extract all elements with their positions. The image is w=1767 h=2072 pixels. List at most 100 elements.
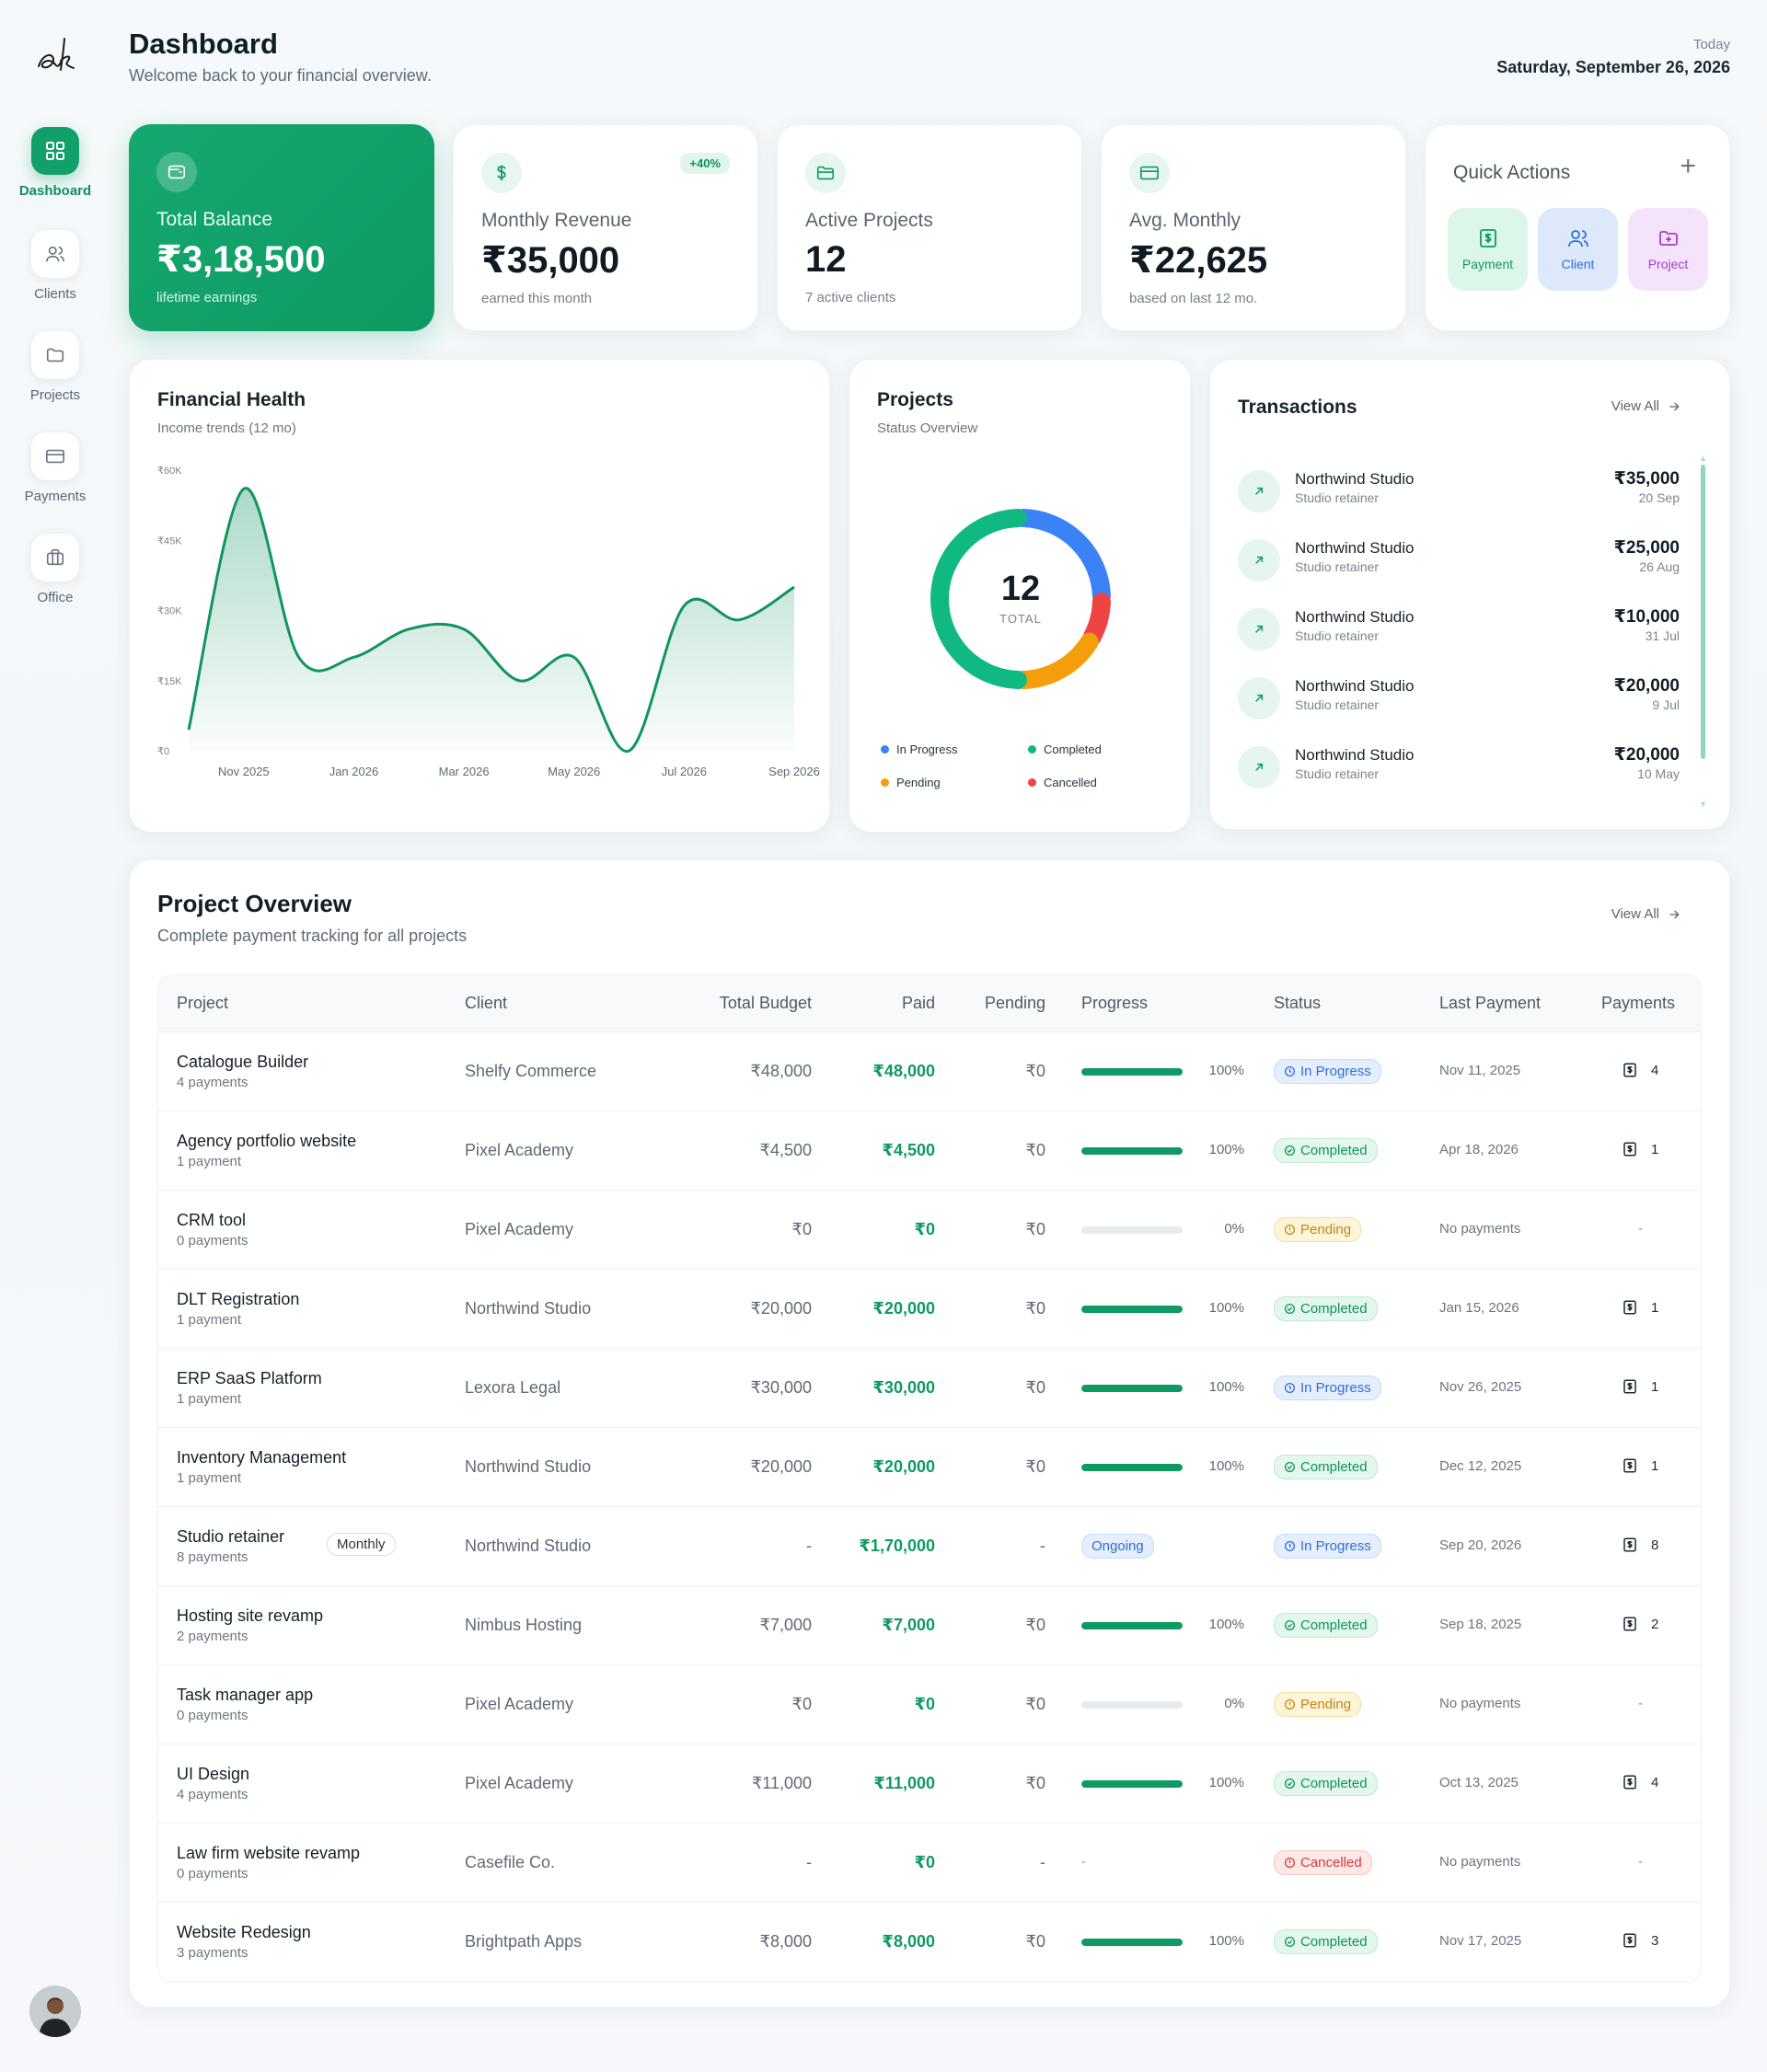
status-label: Cancelled <box>1300 1855 1362 1871</box>
receipt-icon[interactable] <box>1622 1298 1638 1321</box>
transactions-view-all-link[interactable]: View All <box>1611 398 1681 414</box>
client-name: Northwind Studio <box>465 1299 592 1318</box>
receipt-icon[interactable] <box>1622 1931 1638 1954</box>
stat-card-total-balance[interactable]: Total Balance ₹3,18,500 lifetime earning… <box>129 124 434 331</box>
table-row[interactable]: CRM tool 0 payments Pixel Academy ₹0 ₹0 ₹0 0% P… <box>158 1191 1701 1270</box>
table-row[interactable]: Hosting site revamp 2 payments Nimbus Host… <box>158 1586 1701 1665</box>
sidebar-item-clients[interactable]: Clients <box>0 230 110 302</box>
projects-subtitle: Status Overview <box>877 420 978 436</box>
folder-plus-icon <box>1658 231 1678 246</box>
project-name[interactable]: CRM tool <box>177 1211 247 1229</box>
paid-amount: ₹4,500 <box>882 1141 935 1159</box>
stat-card-avg-monthly[interactable]: Avg. Monthly ₹22,625 based on last 12 mo… <box>1101 124 1406 331</box>
progress-bar <box>1081 1068 1183 1076</box>
billing-tag: Monthly <box>327 1533 396 1556</box>
receipt-icon[interactable] <box>1622 1615 1638 1638</box>
table-row[interactable]: ERP SaaS Platform 1 payment Lexora Legal ₹3… <box>158 1349 1701 1428</box>
table-row[interactable]: Law firm website revamp 0 payments Casefil… <box>158 1824 1701 1903</box>
quick-action-client-button[interactable]: Client <box>1538 208 1618 291</box>
transaction-row[interactable]: Northwind Studio Studio retainer ₹10,000 31… <box>1238 603 1680 658</box>
receipt-icon[interactable] <box>1622 1773 1638 1796</box>
x-tick-label: Nov 2025 <box>218 765 270 778</box>
scroll-up-icon[interactable]: ▲ <box>1699 454 1707 463</box>
pending-amount: ₹0 <box>1025 1062 1045 1080</box>
scrollbar-track[interactable] <box>1701 465 1705 759</box>
project-name[interactable]: Catalogue Builder <box>177 1053 309 1071</box>
project-overview-view-all-link[interactable]: View All <box>1611 906 1681 922</box>
receipt-icon[interactable] <box>1622 1536 1638 1559</box>
table-row[interactable]: DLT Registration 1 payment Northwind Studi… <box>158 1270 1701 1349</box>
column-header-progress[interactable]: Progress <box>1081 994 1149 1012</box>
transaction-row[interactable]: Northwind Studio Studio retainer ₹20,000 9 … <box>1238 672 1680 727</box>
column-header-total-budget[interactable]: Total Budget <box>719 994 812 1012</box>
progress-bar <box>1081 1701 1183 1709</box>
column-header-last-payment[interactable]: Last Payment <box>1439 994 1542 1012</box>
project-name[interactable]: DLT Registration <box>177 1290 300 1308</box>
column-header-payments[interactable]: Payments <box>1601 994 1676 1012</box>
last-payment-date: No payments <box>1439 1696 1521 1711</box>
project-name[interactable]: ERP SaaS Platform <box>177 1369 322 1387</box>
dollar-doc-icon <box>1479 229 1496 247</box>
project-name[interactable]: Task manager app <box>177 1686 314 1704</box>
table-row[interactable]: UI Design 4 payments Pixel Academy ₹11,000 ₹… <box>158 1744 1701 1824</box>
project-name[interactable]: Studio retainer <box>177 1527 285 1546</box>
quick-action-payment-button[interactable]: Payment <box>1448 208 1528 291</box>
project-name[interactable]: Law firm website revamp <box>177 1844 361 1862</box>
sidebar-item-projects[interactable]: Projects <box>0 331 110 403</box>
last-payment-date: Jan 15, 2026 <box>1439 1300 1519 1316</box>
sidebar-item-payments[interactable]: Payments <box>0 432 110 504</box>
transaction-row[interactable]: Northwind Studio Studio retainer ₹25,000 26… <box>1238 534 1680 589</box>
stat-value: ₹3,18,500 <box>156 239 326 280</box>
status-badge: Completed <box>1274 1138 1378 1163</box>
project-name[interactable]: Website Redesign <box>177 1923 311 1941</box>
project-name[interactable]: Inventory Management <box>177 1448 347 1467</box>
stat-note: lifetime earnings <box>156 290 258 305</box>
transaction-row[interactable]: Northwind Studio Studio retainer ₹35,000 20… <box>1238 465 1680 520</box>
status-label: Completed <box>1300 1143 1368 1158</box>
receipt-icon[interactable] <box>1622 1140 1638 1163</box>
quick-action-project-button[interactable]: Project <box>1628 208 1708 291</box>
avatar[interactable] <box>29 1986 81 2037</box>
transaction-amount: ₹25,000 <box>1613 538 1680 558</box>
receipt-icon[interactable] <box>1622 1061 1638 1084</box>
check-circle-icon <box>1284 1303 1296 1315</box>
table-row[interactable]: Studio retainer 8 payments Monthly Northwin… <box>158 1507 1701 1586</box>
project-name[interactable]: Agency portfolio website <box>177 1132 357 1150</box>
table-row[interactable]: Catalogue Builder 4 payments Shelfy Commer… <box>158 1032 1701 1111</box>
progress-bar <box>1081 1147 1183 1155</box>
table-row[interactable]: Task manager app 0 payments Pixel Academy ₹… <box>158 1665 1701 1744</box>
arrow-up-right-icon <box>1238 608 1280 650</box>
brand-logo[interactable] <box>33 29 85 81</box>
paid-amount: ₹7,000 <box>882 1616 935 1634</box>
column-header-project[interactable]: Project <box>177 994 229 1012</box>
sidebar-item-office[interactable]: Office <box>0 534 110 605</box>
stat-card-active-projects[interactable]: Active Projects 12 7 active clients <box>777 124 1082 331</box>
table-row[interactable]: Website Redesign 3 payments Brightpath App… <box>158 1903 1701 1982</box>
scroll-down-icon[interactable]: ▼ <box>1699 800 1707 809</box>
transaction-row[interactable]: Northwind Studio Studio retainer ₹20,000 10… <box>1238 741 1680 796</box>
project-name[interactable]: Hosting site revamp <box>177 1606 324 1625</box>
financial-health-title: Financial Health <box>157 389 306 410</box>
donut-segment[interactable] <box>1014 632 1099 689</box>
column-header-pending[interactable]: Pending <box>984 994 1045 1012</box>
plus-icon[interactable]: + <box>1680 151 1696 181</box>
receipt-icon[interactable] <box>1622 1377 1638 1400</box>
column-header-paid[interactable]: Paid <box>901 994 935 1012</box>
table-row[interactable]: Inventory Management 1 payment Northwind S… <box>158 1428 1701 1507</box>
project-name[interactable]: UI Design <box>177 1765 250 1783</box>
payments-count: - <box>1638 1696 1643 1711</box>
stat-card-monthly-revenue[interactable]: +40% Monthly Revenue ₹35,000 earned this… <box>453 124 758 331</box>
progress-bar <box>1081 1306 1183 1313</box>
client-name: Casefile Co. <box>465 1853 556 1871</box>
receipt-icon[interactable] <box>1622 1456 1638 1479</box>
pending-amount: ₹0 <box>1025 1220 1045 1238</box>
donut-segment[interactable] <box>930 509 1027 689</box>
status-badge: Completed <box>1274 1296 1378 1321</box>
transaction-date: 10 May <box>1637 766 1680 781</box>
legend-pending: Pending <box>881 776 941 789</box>
column-header-client[interactable]: Client <box>465 994 508 1012</box>
column-header-status[interactable]: Status <box>1274 994 1322 1012</box>
sidebar-item-dashboard[interactable]: Dashboard <box>0 127 110 199</box>
donut-segment[interactable] <box>1014 509 1111 605</box>
table-row[interactable]: Agency portfolio website 1 payment Pixel A… <box>158 1111 1701 1191</box>
